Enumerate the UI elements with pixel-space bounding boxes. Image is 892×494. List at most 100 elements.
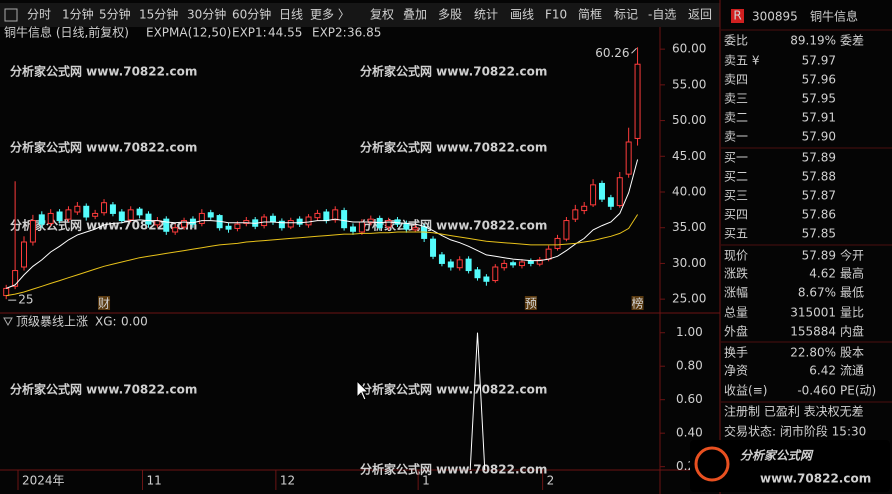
quote-label: 卖五 ¥ bbox=[724, 54, 760, 68]
quote-label: 买三 bbox=[724, 189, 748, 203]
quote-label: 净资 bbox=[724, 364, 748, 378]
quote-value: 4.62 bbox=[809, 267, 836, 281]
quote-label: 最高 bbox=[840, 266, 864, 281]
toolbar-button[interactable]: 更多 〉 bbox=[310, 8, 350, 22]
quote-value: 57.85 bbox=[802, 227, 836, 241]
quote-label: 委差 bbox=[840, 34, 864, 48]
toolbar-button[interactable]: -自选 bbox=[648, 8, 676, 22]
candle-body bbox=[74, 205, 81, 213]
quote-label: 买五 bbox=[724, 227, 748, 241]
quote-label: 卖二 bbox=[724, 111, 748, 125]
legend-name: EXP1: bbox=[232, 26, 267, 40]
candle-body bbox=[634, 63, 641, 139]
toolbar-button[interactable]: 日线 bbox=[279, 8, 303, 22]
logo-icon bbox=[694, 446, 730, 482]
logo-url: www.70822.com bbox=[760, 472, 871, 486]
candle-body bbox=[554, 237, 561, 249]
event-marker[interactable]: 预 bbox=[525, 297, 537, 311]
x-tick-label: 2 bbox=[547, 474, 555, 488]
candle-body bbox=[421, 226, 428, 239]
candle-body bbox=[412, 227, 419, 231]
stock-code: 300895 bbox=[752, 10, 798, 24]
toolbar-button[interactable]: 简框 bbox=[578, 8, 602, 22]
x-tick-label: 11 bbox=[146, 474, 161, 488]
chart-title: 铜牛信息 (日线,前复权) bbox=[4, 25, 129, 40]
candle-body bbox=[225, 225, 232, 230]
menu-icon[interactable] bbox=[4, 8, 18, 22]
quote-label: 卖一 bbox=[724, 130, 748, 144]
candle-body bbox=[181, 220, 188, 228]
quote-value: 57.97 bbox=[802, 54, 836, 68]
candle-body bbox=[367, 218, 374, 224]
quote-value: 57.91 bbox=[802, 111, 836, 125]
candle-body bbox=[430, 238, 437, 257]
candle-body bbox=[492, 266, 499, 282]
quote-note: 注册制 已盈利 表决权无差 bbox=[724, 404, 864, 419]
watermark: 分析家公式网 www.70822.com bbox=[360, 462, 547, 477]
toolbar-button[interactable]: 15分钟 bbox=[139, 7, 178, 22]
event-marker[interactable]: 财 bbox=[98, 297, 110, 311]
toolbar-button[interactable]: 分时 bbox=[27, 8, 51, 22]
candle-body bbox=[189, 218, 196, 225]
toolbar-button[interactable]: 1分钟 bbox=[62, 7, 94, 22]
candle-body bbox=[3, 287, 10, 297]
stock-name: 铜牛信息 bbox=[810, 9, 858, 24]
candle-body bbox=[83, 205, 90, 218]
event-marker[interactable]: 榜 bbox=[632, 296, 644, 311]
candle-body bbox=[278, 220, 285, 229]
toolbar-button[interactable]: 5分钟 bbox=[99, 7, 131, 22]
candle-body bbox=[572, 209, 579, 220]
quote-label: 委比 bbox=[724, 34, 748, 48]
y-tick-label: 55.00 bbox=[672, 77, 706, 91]
toolbar-button[interactable]: 30分钟 bbox=[187, 7, 226, 22]
watermark: 分析家公式网 www.70822.com bbox=[360, 382, 547, 397]
candle-body bbox=[590, 184, 597, 206]
candle-body bbox=[581, 205, 588, 212]
candle-body bbox=[403, 222, 410, 230]
quote-value: 22.80% bbox=[790, 346, 836, 360]
toolbar-button[interactable]: 多股 bbox=[438, 8, 462, 22]
watermark: 分析家公式网 www.70822.com bbox=[10, 382, 197, 397]
event-marker-bg bbox=[631, 296, 644, 310]
y-tick-label: 25.00 bbox=[672, 292, 706, 306]
toolbar-button[interactable]: 叠加 bbox=[403, 8, 427, 22]
candle-body bbox=[616, 177, 623, 207]
quote-value: 57.96 bbox=[802, 73, 836, 87]
watermark: 分析家公式网 www.70822.com bbox=[360, 64, 547, 79]
watermark: 分析家公式网 www.70822.com bbox=[360, 140, 547, 155]
candle-body bbox=[243, 220, 250, 224]
quote-value: 8.67% bbox=[798, 286, 836, 300]
candle-body bbox=[545, 248, 552, 260]
candle-body bbox=[29, 220, 36, 243]
toolbar-button[interactable]: 画线 bbox=[510, 8, 534, 22]
quote-label: 卖四 bbox=[724, 73, 748, 87]
logo-title: 分析家公式网 bbox=[740, 449, 814, 463]
candle-body bbox=[518, 261, 525, 267]
quote-value: 89.19% bbox=[790, 34, 836, 48]
candle-body bbox=[625, 141, 632, 175]
quote-label: 现价 bbox=[724, 249, 748, 263]
logo-bg bbox=[690, 440, 890, 492]
badge-text: R bbox=[733, 9, 741, 23]
x-tick-label: 2024年 bbox=[22, 474, 65, 488]
quote-value: -0.460 bbox=[797, 384, 836, 398]
candle-body bbox=[510, 262, 517, 266]
candle-body bbox=[607, 197, 614, 207]
toolbar-button[interactable]: 复权 bbox=[370, 8, 394, 22]
toolbar-button[interactable]: 标记 bbox=[614, 8, 638, 22]
candle-body bbox=[261, 216, 268, 227]
toolbar-button[interactable]: 统计 bbox=[474, 8, 498, 22]
collapse-icon[interactable] bbox=[3, 317, 13, 327]
toolbar-button[interactable]: F10 bbox=[545, 8, 567, 22]
candle-body bbox=[323, 211, 330, 222]
candle-body bbox=[563, 220, 570, 240]
candle-body bbox=[127, 209, 134, 221]
x-tick-label: 12 bbox=[280, 474, 295, 488]
toolbar-button[interactable]: 60分钟 bbox=[232, 7, 271, 22]
candle-body bbox=[21, 241, 28, 268]
quote-value: 57.86 bbox=[802, 208, 836, 222]
y-tick-label: 0.40 bbox=[676, 426, 703, 440]
candle-body bbox=[598, 182, 605, 200]
toolbar-button[interactable]: 返回 bbox=[688, 8, 712, 22]
